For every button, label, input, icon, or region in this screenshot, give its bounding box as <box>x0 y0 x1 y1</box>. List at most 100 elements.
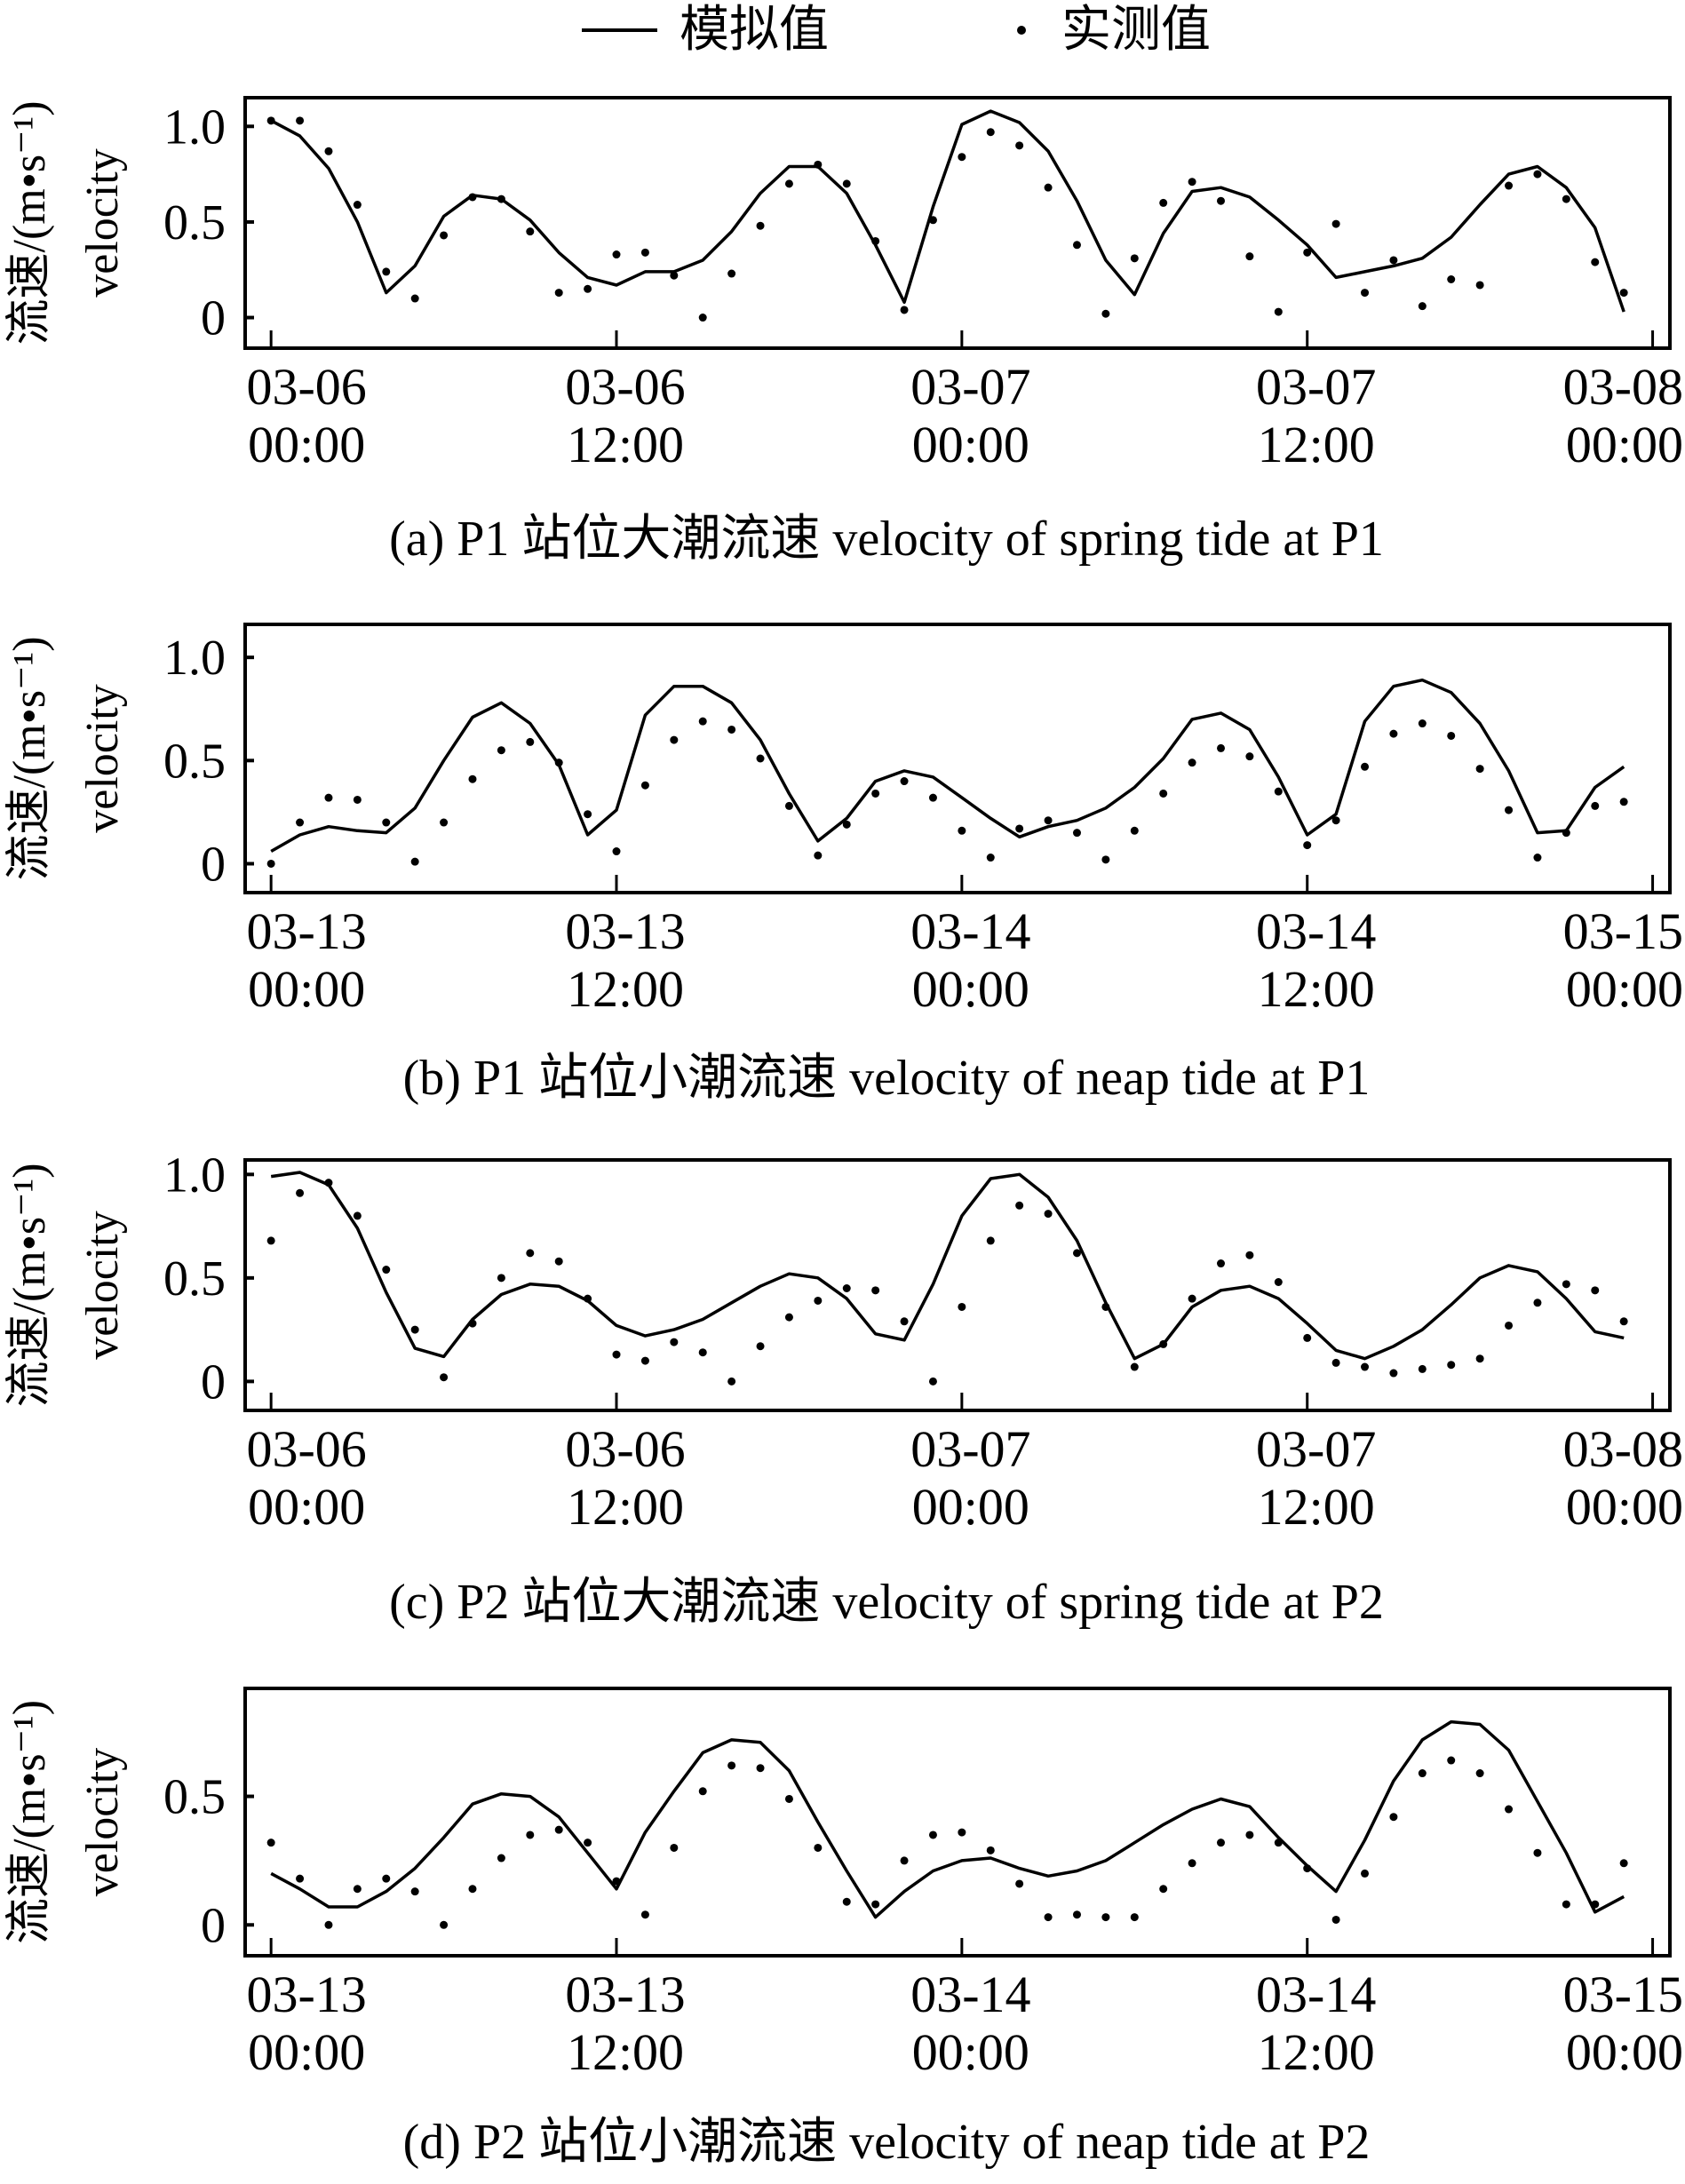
measured-data-point <box>871 1286 880 1295</box>
panel-caption: (b) P1 站位小潮流速 velocity of neap tide at P… <box>403 1051 1371 1106</box>
measured-data-point <box>1101 855 1110 864</box>
measured-data-point <box>1331 1915 1340 1924</box>
x-tick-label-time: 00:00 <box>1566 416 1683 473</box>
measured-data-point <box>1619 289 1628 298</box>
measured-data-point <box>1331 1358 1340 1367</box>
measured-data-point <box>1562 195 1570 203</box>
measured-data-point <box>554 289 563 298</box>
y-tick-label: 0 <box>201 1898 226 1953</box>
measured-data-point <box>324 1179 333 1187</box>
measured-data-point <box>468 193 477 202</box>
measured-data-point <box>1475 1354 1484 1363</box>
measured-data-point <box>296 116 305 125</box>
x-tick-label-date: 03-13 <box>246 1966 366 2023</box>
measured-data-point <box>1274 307 1283 316</box>
measured-data-point <box>1619 1317 1628 1326</box>
measured-data-point <box>497 746 505 755</box>
measured-data-point <box>1505 806 1514 814</box>
measured-data-point <box>1072 1910 1081 1919</box>
measured-data-point <box>928 1831 937 1839</box>
measured-data-point <box>497 195 505 203</box>
measured-data-point <box>756 221 765 230</box>
x-tick-label-date: 03-08 <box>1563 1420 1683 1478</box>
measured-data-point <box>842 1897 851 1906</box>
measured-data-point <box>1303 248 1312 257</box>
measured-data-point <box>727 1377 736 1386</box>
x-tick-label-date: 03-07 <box>1256 1420 1376 1478</box>
measured-data-point <box>1418 719 1427 728</box>
measured-data-point <box>814 851 823 860</box>
x-tick-label-time: 00:00 <box>248 2023 365 2081</box>
measured-data-point <box>1216 743 1225 752</box>
measured-data-point <box>928 793 937 802</box>
measured-data-point <box>1447 731 1456 740</box>
simulated-series-line <box>270 109 1625 313</box>
measured-data-point <box>1533 1298 1542 1307</box>
measured-data-point <box>756 1342 765 1351</box>
measured-data-point <box>640 248 649 257</box>
measured-data-point <box>1216 1839 1225 1847</box>
measured-data-point <box>1159 1339 1168 1348</box>
measured-data-point <box>986 1236 995 1245</box>
measured-data-point <box>928 1377 937 1386</box>
measured-data-point <box>612 847 621 856</box>
measured-data-point <box>1361 1362 1370 1371</box>
measured-data-point <box>1044 1913 1053 1922</box>
measured-data-point <box>1562 829 1570 838</box>
measured-data-point <box>871 236 880 245</box>
measured-data-point <box>670 1843 679 1852</box>
measured-data-point <box>324 1920 333 1929</box>
measured-data-point <box>698 314 707 322</box>
measured-data-point <box>353 1211 362 1220</box>
y-axis-label-en: velocity <box>77 684 128 833</box>
x-tick-label-date: 03-08 <box>1563 358 1683 416</box>
measured-data-point <box>1418 1364 1427 1373</box>
measured-data-point <box>784 1313 793 1322</box>
panel-caption: (c) P2 站位大潮流速 velocity of spring tide at… <box>389 1575 1384 1630</box>
measured-data-point <box>1505 1805 1514 1814</box>
measured-data-point <box>1101 1913 1110 1922</box>
measured-data-point <box>1533 1848 1542 1857</box>
x-tick-label-time: 00:00 <box>912 960 1029 1018</box>
measured-data-point <box>1389 1813 1398 1822</box>
plot-frame <box>243 1687 1672 1958</box>
y-tick-label: 1.0 <box>163 99 226 155</box>
measured-data-point <box>382 1874 391 1883</box>
measured-data-point <box>784 179 793 188</box>
measured-data-point <box>612 250 621 259</box>
measured-data-point <box>842 820 851 829</box>
measured-data-point <box>266 1839 275 1847</box>
measured-data-point <box>410 1325 419 1334</box>
x-tick-label-time: 12:00 <box>567 416 684 473</box>
measured-data-point <box>1245 1831 1254 1839</box>
x-tick-label-date: 03-06 <box>565 1420 685 1478</box>
measured-data-point <box>1361 762 1370 771</box>
measured-data-point <box>526 1249 535 1258</box>
measured-data-point <box>440 1920 449 1929</box>
measured-data-point <box>814 160 823 169</box>
measured-data-point <box>1303 1333 1312 1342</box>
measured-data-point <box>266 859 275 868</box>
measured-data-point <box>900 306 909 314</box>
x-tick-label-time: 12:00 <box>1258 2023 1375 2081</box>
measured-data-point <box>1015 824 1024 833</box>
measured-data-point <box>526 737 535 746</box>
y-axis-label-cn: 流速/(m•s⁻¹) <box>4 1700 55 1944</box>
measured-data-point <box>986 128 995 137</box>
measured-data-point <box>1245 1251 1254 1259</box>
measured-data-point <box>900 777 909 786</box>
x-tick-label-date: 03-06 <box>565 358 685 416</box>
measured-data-point <box>1475 1769 1484 1778</box>
measured-data-point <box>1188 758 1196 767</box>
panel-caption: (d) P2 站位小潮流速 velocity of neap tide at P… <box>403 2115 1371 2170</box>
measured-data-point <box>1130 1913 1139 1922</box>
measured-data-point <box>958 826 966 835</box>
simulated-series-line <box>270 1719 1625 1919</box>
measured-data-point <box>1159 789 1168 798</box>
x-tick-label-date: 03-06 <box>246 1420 366 1478</box>
x-tick-label-date: 03-14 <box>1256 1966 1376 2023</box>
legend-simulated-label: 模拟值 <box>680 3 829 58</box>
measured-data-point <box>670 735 679 744</box>
x-tick-label-time: 12:00 <box>1258 1478 1375 1536</box>
